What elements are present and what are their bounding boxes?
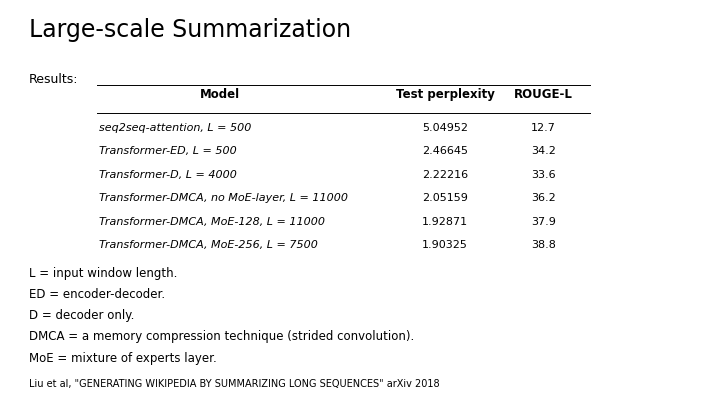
Text: 5.04952: 5.04952 [422,123,468,133]
Text: 2.22216: 2.22216 [422,170,468,180]
Text: D = decoder only.: D = decoder only. [29,309,134,322]
Text: 1.90325: 1.90325 [422,240,468,250]
Text: 33.6: 33.6 [531,170,556,180]
Text: ROUGE-L: ROUGE-L [514,88,573,101]
Text: Results:: Results: [29,73,78,86]
Text: 1.92871: 1.92871 [422,217,468,227]
Text: Transformer-D, L = 4000: Transformer-D, L = 4000 [99,170,237,180]
Text: Large-scale Summarization: Large-scale Summarization [29,18,351,42]
Text: Transformer-ED, L = 500: Transformer-ED, L = 500 [99,146,237,156]
Text: 12.7: 12.7 [531,123,556,133]
Text: 38.8: 38.8 [531,240,556,250]
Text: DMCA = a memory compression technique (strided convolution).: DMCA = a memory compression technique (s… [29,330,414,343]
Text: MoE = mixture of experts layer.: MoE = mixture of experts layer. [29,352,217,365]
Text: 36.2: 36.2 [531,193,556,203]
Text: L = input window length.: L = input window length. [29,267,177,280]
Text: Transformer-DMCA, MoE-128, L = 11000: Transformer-DMCA, MoE-128, L = 11000 [99,217,325,227]
Text: 2.05159: 2.05159 [422,193,468,203]
Text: ED = encoder-decoder.: ED = encoder-decoder. [29,288,165,301]
Text: seq2seq-attention, L = 500: seq2seq-attention, L = 500 [99,123,252,133]
Text: 2.46645: 2.46645 [422,146,468,156]
Text: 37.9: 37.9 [531,217,556,227]
Text: Test perplexity: Test perplexity [395,88,495,101]
Text: Transformer-DMCA, no MoE-layer, L = 11000: Transformer-DMCA, no MoE-layer, L = 1100… [99,193,348,203]
Text: Liu et al, "GENERATING WIKIPEDIA BY SUMMARIZING LONG SEQUENCES" arXiv 2018: Liu et al, "GENERATING WIKIPEDIA BY SUMM… [29,379,439,389]
Text: Model: Model [199,88,240,101]
Text: 34.2: 34.2 [531,146,556,156]
Text: Transformer-DMCA, MoE-256, L = 7500: Transformer-DMCA, MoE-256, L = 7500 [99,240,318,250]
